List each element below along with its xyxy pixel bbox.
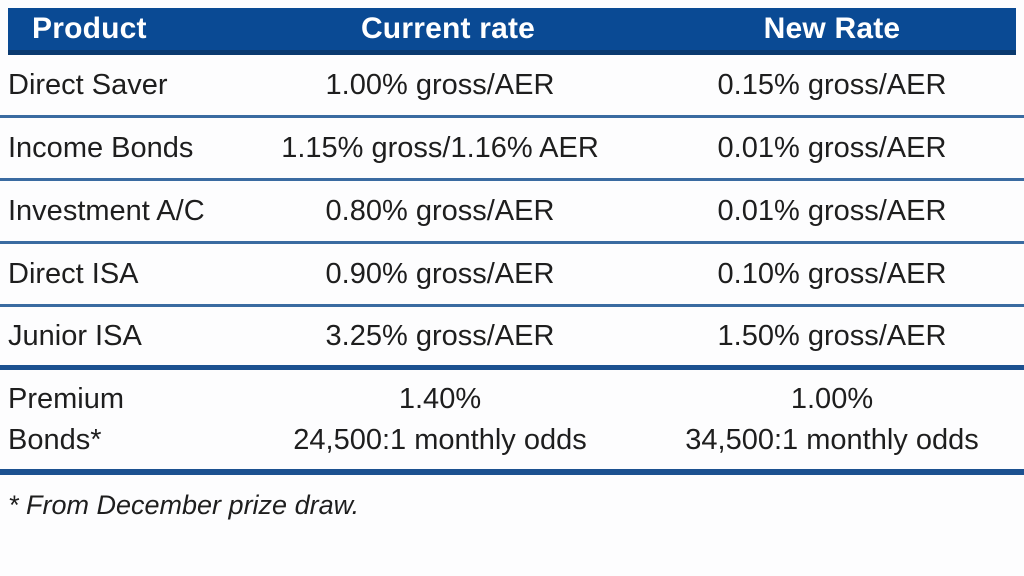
header-cell-product: Product bbox=[32, 12, 147, 45]
current-rate-line-1: 1.40% bbox=[398, 383, 482, 416]
new-rate-cell: 1.00% 34,500:1 monthly odds bbox=[640, 379, 1024, 459]
current-rate-cell: 3.25% gross/AER bbox=[325, 319, 555, 352]
product-cell: Direct ISA bbox=[8, 257, 139, 290]
current-rate-cell: 1.40% 24,500:1 monthly odds bbox=[240, 379, 640, 459]
table-row-premium-bonds: Premium Bonds* 1.40% 24,500:1 monthly od… bbox=[0, 370, 1024, 475]
header-cell-current-rate: Current rate bbox=[360, 12, 536, 45]
product-cell: Income Bonds bbox=[8, 131, 194, 164]
new-rate-line-1: 1.00% bbox=[790, 383, 874, 416]
current-rate-cell: 1.15% gross/1.16% AER bbox=[281, 131, 599, 164]
new-rate-cell: 0.01% gross/AER bbox=[717, 131, 947, 164]
table-row-junior-isa: Junior ISA 3.25% gross/AER 1.50% gross/A… bbox=[0, 307, 1024, 370]
header-cell-new-rate: New Rate bbox=[763, 12, 901, 45]
footnote: * From December prize draw. bbox=[8, 490, 360, 520]
product-cell: Premium Bonds* bbox=[0, 379, 240, 459]
product-cell: Investment A/C bbox=[8, 194, 205, 227]
new-rate-cell: 0.01% gross/AER bbox=[717, 194, 947, 227]
product-line-2: Bonds* bbox=[8, 423, 102, 456]
table-row-direct-saver: Direct Saver 1.00% gross/AER 0.15% gross… bbox=[0, 55, 1024, 118]
new-rate-cell: 0.15% gross/AER bbox=[717, 68, 947, 101]
table-row-income-bonds: Income Bonds 1.15% gross/1.16% AER 0.01%… bbox=[0, 118, 1024, 181]
current-rate-line-2: 24,500:1 monthly odds bbox=[293, 423, 587, 456]
current-rate-cell: 1.00% gross/AER bbox=[325, 68, 555, 101]
table-row-direct-isa: Direct ISA 0.90% gross/AER 0.10% gross/A… bbox=[0, 244, 1024, 307]
current-rate-cell: 0.80% gross/AER bbox=[325, 194, 555, 227]
new-rate-line-2: 34,500:1 monthly odds bbox=[685, 423, 979, 456]
product-cell: Direct Saver bbox=[8, 68, 168, 101]
product-line-1: Premium bbox=[8, 383, 125, 416]
table-header-row: Product Current rate New Rate bbox=[8, 8, 1016, 55]
new-rate-cell: 0.10% gross/AER bbox=[717, 257, 947, 290]
table-row-investment-ac: Investment A/C 0.80% gross/AER 0.01% gro… bbox=[0, 181, 1024, 244]
product-cell: Junior ISA bbox=[8, 319, 142, 352]
current-rate-cell: 0.90% gross/AER bbox=[325, 257, 555, 290]
new-rate-cell: 1.50% gross/AER bbox=[717, 319, 947, 352]
